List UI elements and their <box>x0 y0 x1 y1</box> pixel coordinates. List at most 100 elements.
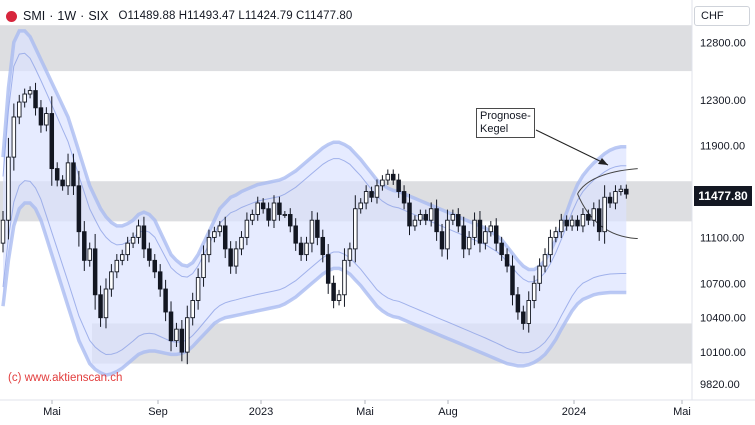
candle <box>472 212 477 246</box>
x-tick-label: Sep <box>148 406 168 418</box>
candle-up-body <box>309 219 315 244</box>
candle <box>206 229 212 263</box>
candle <box>369 186 374 203</box>
candle-up-body <box>185 317 190 353</box>
candle <box>390 169 396 185</box>
candle <box>244 212 250 246</box>
candle-up-body <box>130 236 136 244</box>
x-tick-label: Mai <box>43 406 61 418</box>
candle-down-body <box>163 288 168 313</box>
candle <box>147 242 152 267</box>
candle-up-body <box>119 254 125 261</box>
candle-down-body <box>82 231 87 261</box>
candle <box>445 209 450 260</box>
candle-up-body <box>537 265 542 284</box>
candle-down-body <box>434 208 439 233</box>
watermark: (c) www.aktienscan.ch <box>8 372 123 384</box>
candle <box>434 199 439 241</box>
candle <box>537 258 542 292</box>
candle <box>358 198 363 214</box>
candle <box>618 185 624 196</box>
x-tick-label: Mai <box>356 406 374 418</box>
symbol-group[interactable]: SMI · 1W · SIX <box>6 9 108 23</box>
candle-up-body <box>109 271 114 290</box>
candle <box>493 218 499 251</box>
candle-down-body <box>401 191 407 204</box>
candle-up-body <box>380 179 385 187</box>
currency-button[interactable]: CHF <box>694 6 750 26</box>
candle <box>288 208 293 233</box>
last-price-badge: 11477.80 <box>694 186 752 206</box>
candle <box>401 185 407 210</box>
candle-up-body <box>125 242 130 256</box>
candle <box>580 208 586 233</box>
candle <box>439 223 445 257</box>
candle-down-body <box>60 179 65 187</box>
candle <box>271 195 277 228</box>
candle-up-body <box>201 254 206 279</box>
exchange-label: SIX <box>88 9 109 23</box>
candle-down-body <box>168 311 174 342</box>
candle-up-body <box>233 248 239 267</box>
candle-up-body <box>483 231 488 244</box>
candle-up-body <box>136 225 141 238</box>
candle <box>521 305 526 330</box>
candle <box>65 153 71 195</box>
candle <box>157 264 163 297</box>
forecast-cone <box>577 168 638 240</box>
candle-up-body <box>418 214 423 221</box>
price-axis[interactable]: 9820.00 10100.00 10400.00 10700.00 11100.00 1… <box>700 37 746 391</box>
candle-up-body <box>195 277 201 301</box>
candle-down-body <box>504 254 510 267</box>
candle <box>385 169 391 185</box>
candle <box>548 229 553 263</box>
candle <box>233 241 239 274</box>
candle-down-body <box>49 113 55 170</box>
candle <box>195 268 201 310</box>
candle-down-body <box>596 208 602 233</box>
candle-down-body <box>141 225 147 250</box>
candle <box>526 291 531 333</box>
candle-up-body <box>342 259 347 296</box>
candle <box>87 242 92 267</box>
candle-up-body <box>363 191 369 204</box>
candle-down-body <box>54 168 60 181</box>
candle <box>488 221 494 237</box>
candle-up-body <box>488 225 494 233</box>
candle-up-body <box>11 116 17 158</box>
candle-down-body <box>369 191 374 198</box>
forecast-note[interactable]: Prognose-Kegel <box>476 108 535 138</box>
candle-down-body <box>98 294 103 319</box>
candle-up-body <box>445 219 450 250</box>
annotation-arrow <box>535 129 609 166</box>
candle <box>54 162 60 187</box>
candle <box>304 236 309 261</box>
candle <box>201 245 206 287</box>
cone-upper-edge <box>577 168 638 195</box>
candle <box>591 202 597 227</box>
candle-up-body <box>618 188 624 192</box>
candle-down-body <box>38 107 44 126</box>
candle-down-body <box>76 185 82 233</box>
y-tick-label: 12300.00 <box>700 95 746 107</box>
candle-up-body <box>6 156 11 221</box>
candle <box>607 192 613 208</box>
time-axis[interactable]: Mai Sep 2023 Mai Aug 2024 Mai <box>43 400 691 418</box>
candle <box>60 175 65 191</box>
candle-down-body <box>152 259 158 273</box>
candle-down-body <box>586 214 591 221</box>
zone-1 <box>0 25 692 72</box>
candle-up-body <box>385 173 391 181</box>
candle <box>315 212 320 246</box>
candle-up-body <box>304 242 309 256</box>
band-upper-line <box>1 29 627 272</box>
candle <box>542 248 548 273</box>
candle-down-body <box>288 214 293 227</box>
header-separator-2: · <box>80 9 85 23</box>
candle <box>466 231 472 256</box>
candle-up-body <box>347 248 353 261</box>
smi-logo-icon <box>6 10 17 22</box>
candle <box>163 279 168 322</box>
candle-down-body <box>624 188 629 195</box>
